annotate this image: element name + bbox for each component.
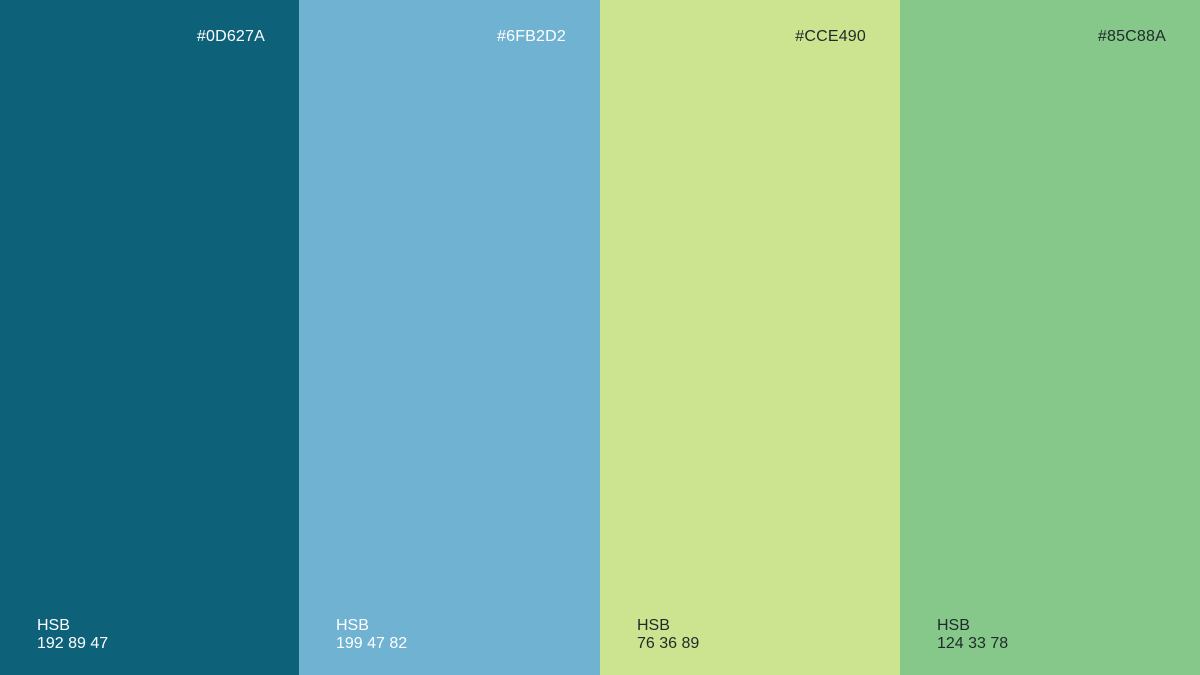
hsb-values: 192 89 47 bbox=[37, 635, 109, 652]
hsb-label: HSB bbox=[937, 617, 970, 634]
hsb-values: 199 47 82 bbox=[336, 635, 408, 652]
hsb-info: HSB 76 36 89 bbox=[637, 617, 699, 653]
hex-code: #CCE490 bbox=[795, 28, 866, 45]
hsb-values: 124 33 78 bbox=[937, 635, 1009, 652]
hsb-values: 76 36 89 bbox=[637, 635, 700, 652]
swatch-3: #CCE490 HSB 76 36 89 bbox=[600, 0, 900, 675]
hsb-label: HSB bbox=[637, 617, 670, 634]
hex-code: #6FB2D2 bbox=[497, 28, 566, 45]
hsb-info: HSB 192 89 47 bbox=[37, 617, 108, 653]
swatch-4: #85C88A HSB 124 33 78 bbox=[900, 0, 1200, 675]
hex-code: #0D627A bbox=[196, 28, 265, 45]
swatch-2: #6FB2D2 HSB 199 47 82 bbox=[299, 0, 600, 675]
hex-code: #85C88A bbox=[1097, 28, 1166, 45]
hsb-label: HSB bbox=[336, 617, 369, 634]
swatch-1: #0D627A HSB 192 89 47 bbox=[0, 0, 299, 675]
hsb-info: HSB 199 47 82 bbox=[336, 617, 407, 653]
hsb-label: HSB bbox=[37, 617, 70, 634]
hsb-info: HSB 124 33 78 bbox=[937, 617, 1008, 653]
